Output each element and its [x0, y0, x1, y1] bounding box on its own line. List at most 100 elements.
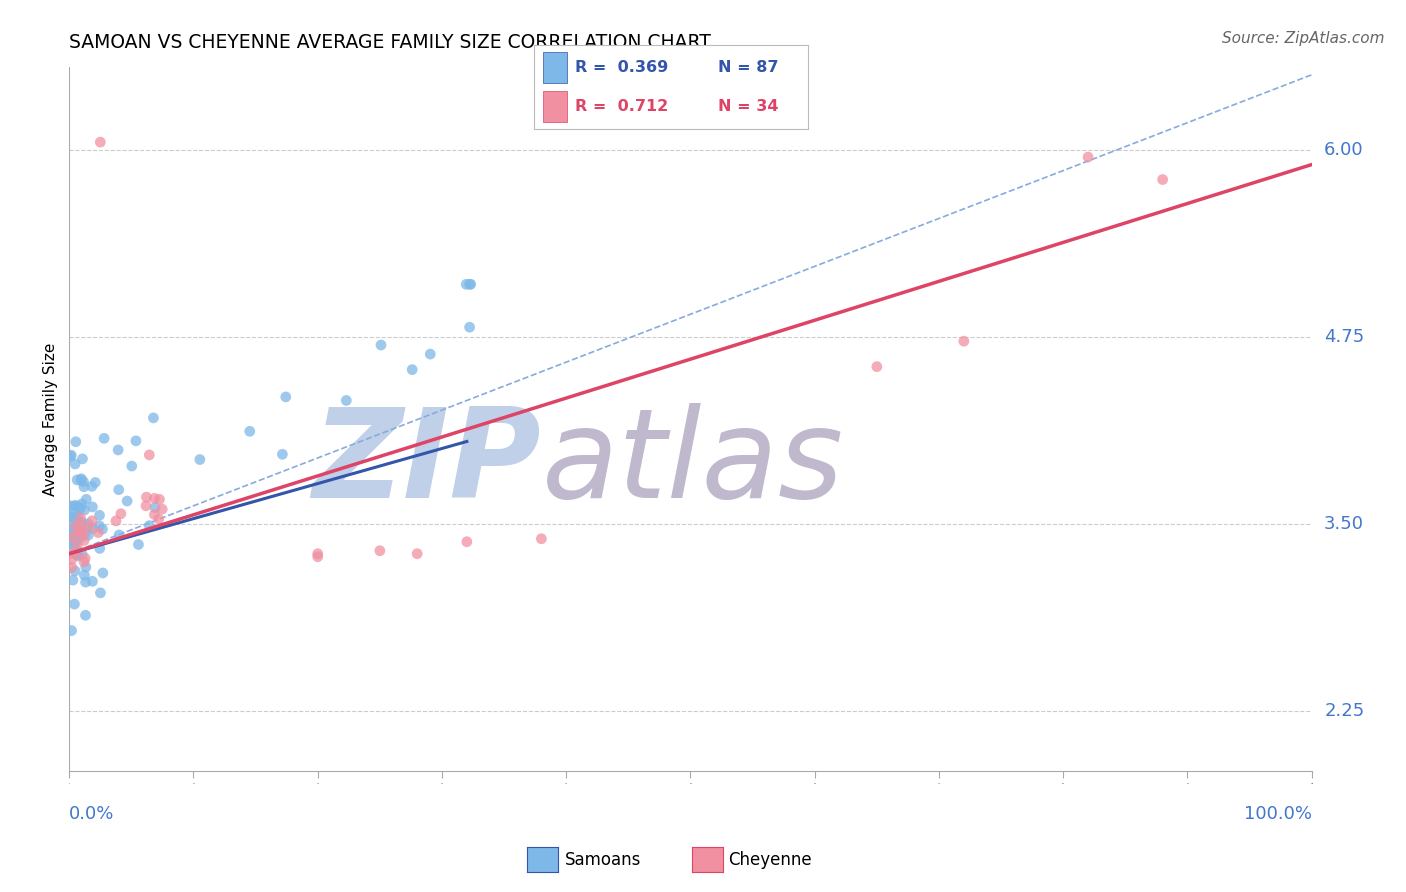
- Text: N = 34: N = 34: [718, 99, 779, 114]
- Point: [143, 508, 166, 522]
- Point: [121, 458, 143, 473]
- Point: [63, 541, 86, 555]
- Point: [1152, 172, 1174, 186]
- Text: 2.25: 2.25: [1324, 702, 1364, 720]
- Point: [60, 448, 83, 462]
- Point: [125, 434, 148, 448]
- Point: [62, 573, 84, 587]
- Point: [953, 334, 976, 349]
- Point: [69, 511, 91, 525]
- Point: [89, 586, 111, 600]
- Point: [368, 543, 391, 558]
- Point: [73, 526, 96, 541]
- Point: [73, 555, 96, 569]
- Point: [82, 500, 104, 514]
- Point: [70, 472, 93, 486]
- Point: [1077, 150, 1099, 164]
- Bar: [543, 53, 567, 83]
- Point: [89, 541, 111, 556]
- Point: [63, 520, 86, 534]
- Point: [80, 479, 103, 493]
- Point: [148, 512, 170, 526]
- Point: [91, 522, 114, 536]
- Point: [59, 536, 82, 550]
- Point: [148, 492, 170, 507]
- Point: [458, 277, 481, 292]
- Point: [67, 503, 90, 517]
- Point: [87, 525, 110, 540]
- Point: [188, 452, 211, 467]
- Point: [66, 510, 89, 524]
- Point: [65, 499, 87, 513]
- Point: [63, 564, 86, 578]
- Point: [67, 500, 90, 514]
- Point: [143, 500, 166, 515]
- Point: [65, 514, 87, 528]
- Point: [307, 547, 329, 561]
- Point: [60, 524, 83, 538]
- Point: [63, 516, 86, 531]
- Point: [63, 532, 86, 546]
- Point: [82, 522, 104, 536]
- Point: [66, 549, 89, 563]
- Point: [60, 547, 83, 561]
- Point: [66, 533, 89, 548]
- Point: [73, 480, 96, 494]
- Point: [70, 516, 93, 530]
- Point: [63, 457, 86, 471]
- Point: [70, 473, 93, 487]
- Point: [307, 549, 329, 564]
- Point: [75, 560, 97, 574]
- Text: N = 87: N = 87: [718, 60, 779, 75]
- Point: [59, 527, 82, 541]
- Point: [239, 425, 262, 439]
- Point: [65, 434, 87, 449]
- Point: [142, 410, 165, 425]
- Point: [70, 530, 93, 544]
- Point: [135, 490, 157, 504]
- Point: [65, 519, 87, 533]
- Bar: [543, 91, 567, 121]
- Text: 3.50: 3.50: [1324, 515, 1364, 533]
- Point: [75, 608, 97, 623]
- Point: [75, 575, 97, 590]
- Point: [72, 475, 94, 489]
- Point: [63, 597, 86, 611]
- Point: [138, 518, 160, 533]
- Point: [107, 483, 129, 497]
- Point: [77, 521, 100, 535]
- Point: [66, 525, 89, 540]
- Point: [110, 507, 132, 521]
- Point: [135, 499, 157, 513]
- Point: [108, 528, 131, 542]
- Point: [72, 527, 94, 541]
- Point: [63, 534, 86, 549]
- Point: [70, 548, 93, 562]
- Text: R =  0.369: R = 0.369: [575, 60, 669, 75]
- Point: [73, 568, 96, 582]
- Point: [65, 543, 87, 558]
- Point: [77, 528, 100, 542]
- Text: 0.0%: 0.0%: [69, 805, 115, 823]
- Point: [69, 501, 91, 516]
- Point: [89, 518, 111, 533]
- Point: [66, 548, 89, 562]
- Text: 6.00: 6.00: [1324, 141, 1364, 159]
- Point: [406, 547, 429, 561]
- Point: [91, 566, 114, 580]
- Point: [456, 534, 478, 549]
- Point: [77, 516, 100, 531]
- Point: [69, 524, 91, 539]
- Point: [66, 473, 89, 487]
- Text: 4.75: 4.75: [1324, 327, 1364, 346]
- Point: [143, 491, 166, 506]
- Point: [530, 532, 553, 546]
- Text: R =  0.712: R = 0.712: [575, 99, 669, 114]
- Point: [73, 503, 96, 517]
- Point: [63, 535, 86, 549]
- Point: [66, 538, 89, 552]
- Point: [59, 499, 82, 513]
- Point: [75, 551, 97, 566]
- Point: [63, 499, 86, 513]
- Point: [62, 507, 84, 521]
